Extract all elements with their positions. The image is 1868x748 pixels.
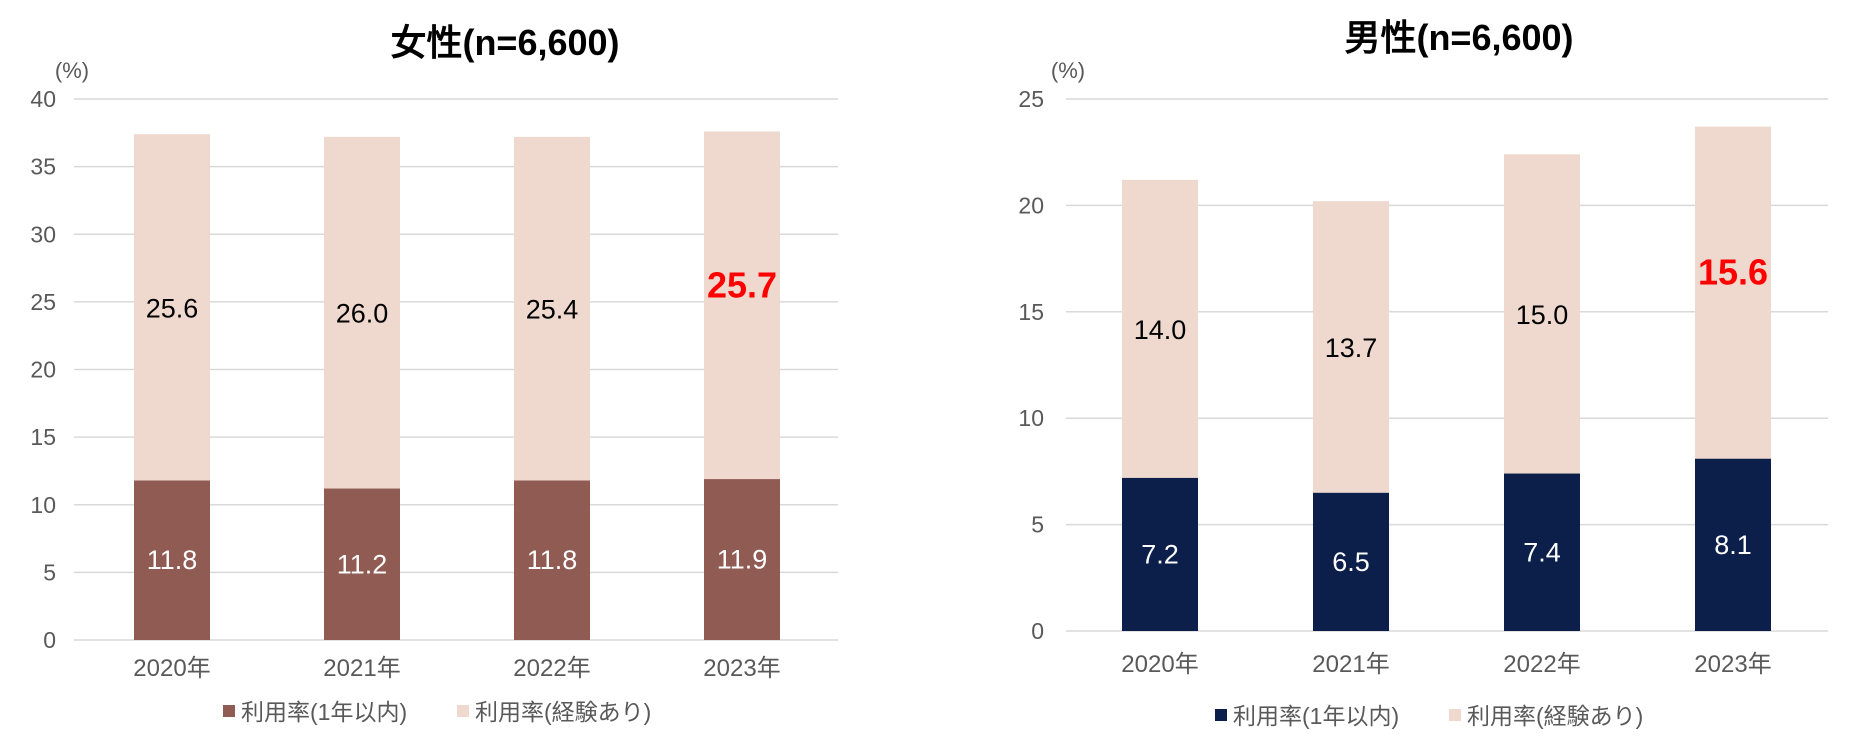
y-tick-label: 0	[1031, 618, 1044, 644]
legend-swatch-experience	[1449, 709, 1461, 721]
data-label-experience: 25.6	[146, 293, 199, 323]
y-tick-label: 40	[30, 86, 56, 112]
legend-label-experience: 利用率(経験あり)	[475, 699, 651, 725]
bar-within-1yr	[1313, 492, 1389, 631]
data-label-within-1yr: 11.2	[337, 549, 388, 579]
chart-title: 女性(n=6,600)	[390, 22, 619, 63]
data-label-within-1yr: 11.8	[147, 545, 198, 575]
data-label-within-1yr: 7.4	[1523, 537, 1561, 567]
legend-label-within-1yr: 利用率(1年以内)	[241, 699, 407, 725]
x-tick-label: 2023年	[1694, 651, 1771, 678]
legend-swatch-experience	[457, 705, 469, 717]
y-tick-label: 25	[30, 289, 56, 315]
y-tick-label: 15	[1018, 299, 1044, 325]
y-tick-label: 25	[1018, 86, 1044, 112]
y-tick-label: 10	[30, 492, 56, 518]
data-label-within-1yr: 11.9	[717, 545, 768, 575]
bar-experience	[134, 134, 210, 481]
legend-swatch-within-1yr	[1215, 709, 1227, 721]
bar-experience	[1313, 201, 1389, 493]
y-tick-label: 30	[30, 221, 56, 247]
x-tick-label: 2022年	[1503, 651, 1580, 678]
bar-within-1yr	[1504, 473, 1580, 631]
bar-within-1yr	[704, 479, 780, 640]
female-chart: 女性(n=6,600) (%) 0 5 10 15 20 25 30 35 40 11.8 25.6 20…	[30, 22, 838, 725]
chart-title: 男性(n=6,600)	[1344, 17, 1573, 58]
y-tick-label: 5	[1031, 512, 1044, 538]
bar-experience	[1695, 126, 1771, 459]
legend-label-within-1yr: 利用率(1年以内)	[1233, 703, 1399, 729]
bar-within-1yr	[1122, 477, 1198, 631]
data-label-experience: 15.0	[1516, 300, 1569, 330]
y-tick-label: 10	[1018, 405, 1044, 431]
legend-swatch-within-1yr	[223, 705, 235, 717]
y-unit-label: (%)	[55, 58, 89, 83]
data-label-experience: 14.0	[1134, 315, 1187, 345]
bar-within-1yr	[134, 480, 210, 640]
bar-experience	[324, 136, 400, 489]
x-tick-label: 2020年	[133, 655, 210, 682]
data-label-within-1yr: 7.2	[1141, 539, 1179, 569]
data-label-within-1yr: 6.5	[1332, 547, 1370, 577]
data-label-experience-highlight: 25.7	[707, 264, 777, 305]
data-label-experience: 13.7	[1325, 333, 1378, 363]
male-chart: 男性(n=6,600) (%) 0 5 10 15 20 25 7.2 14.0 2020年 6.5 1…	[1018, 17, 1828, 729]
data-label-within-1yr: 8.1	[1714, 530, 1752, 560]
bar-experience	[704, 131, 780, 480]
data-label-within-1yr: 11.8	[527, 545, 578, 575]
y-unit-label: (%)	[1051, 58, 1085, 83]
bar-experience	[1122, 179, 1198, 478]
bar-experience	[514, 136, 590, 481]
y-tick-label: 5	[43, 559, 56, 585]
x-tick-label: 2020年	[1121, 651, 1198, 678]
x-tick-label: 2021年	[1312, 651, 1389, 678]
data-label-experience: 26.0	[336, 299, 389, 329]
legend-label-experience: 利用率(経験あり)	[1467, 703, 1643, 729]
bar-within-1yr	[1695, 458, 1771, 631]
x-tick-label: 2021年	[323, 655, 400, 682]
data-label-experience-highlight: 15.6	[1698, 252, 1768, 293]
data-label-experience: 25.4	[526, 295, 579, 325]
x-tick-label: 2023年	[703, 655, 780, 682]
y-tick-label: 35	[30, 154, 56, 180]
y-tick-label: 0	[43, 627, 56, 653]
y-tick-label: 15	[30, 424, 56, 450]
x-tick-label: 2022年	[513, 655, 590, 682]
bar-experience	[1504, 154, 1580, 474]
bar-within-1yr	[514, 480, 590, 640]
y-tick-label: 20	[30, 357, 56, 383]
y-tick-label: 20	[1018, 192, 1044, 218]
bar-within-1yr	[324, 488, 400, 640]
